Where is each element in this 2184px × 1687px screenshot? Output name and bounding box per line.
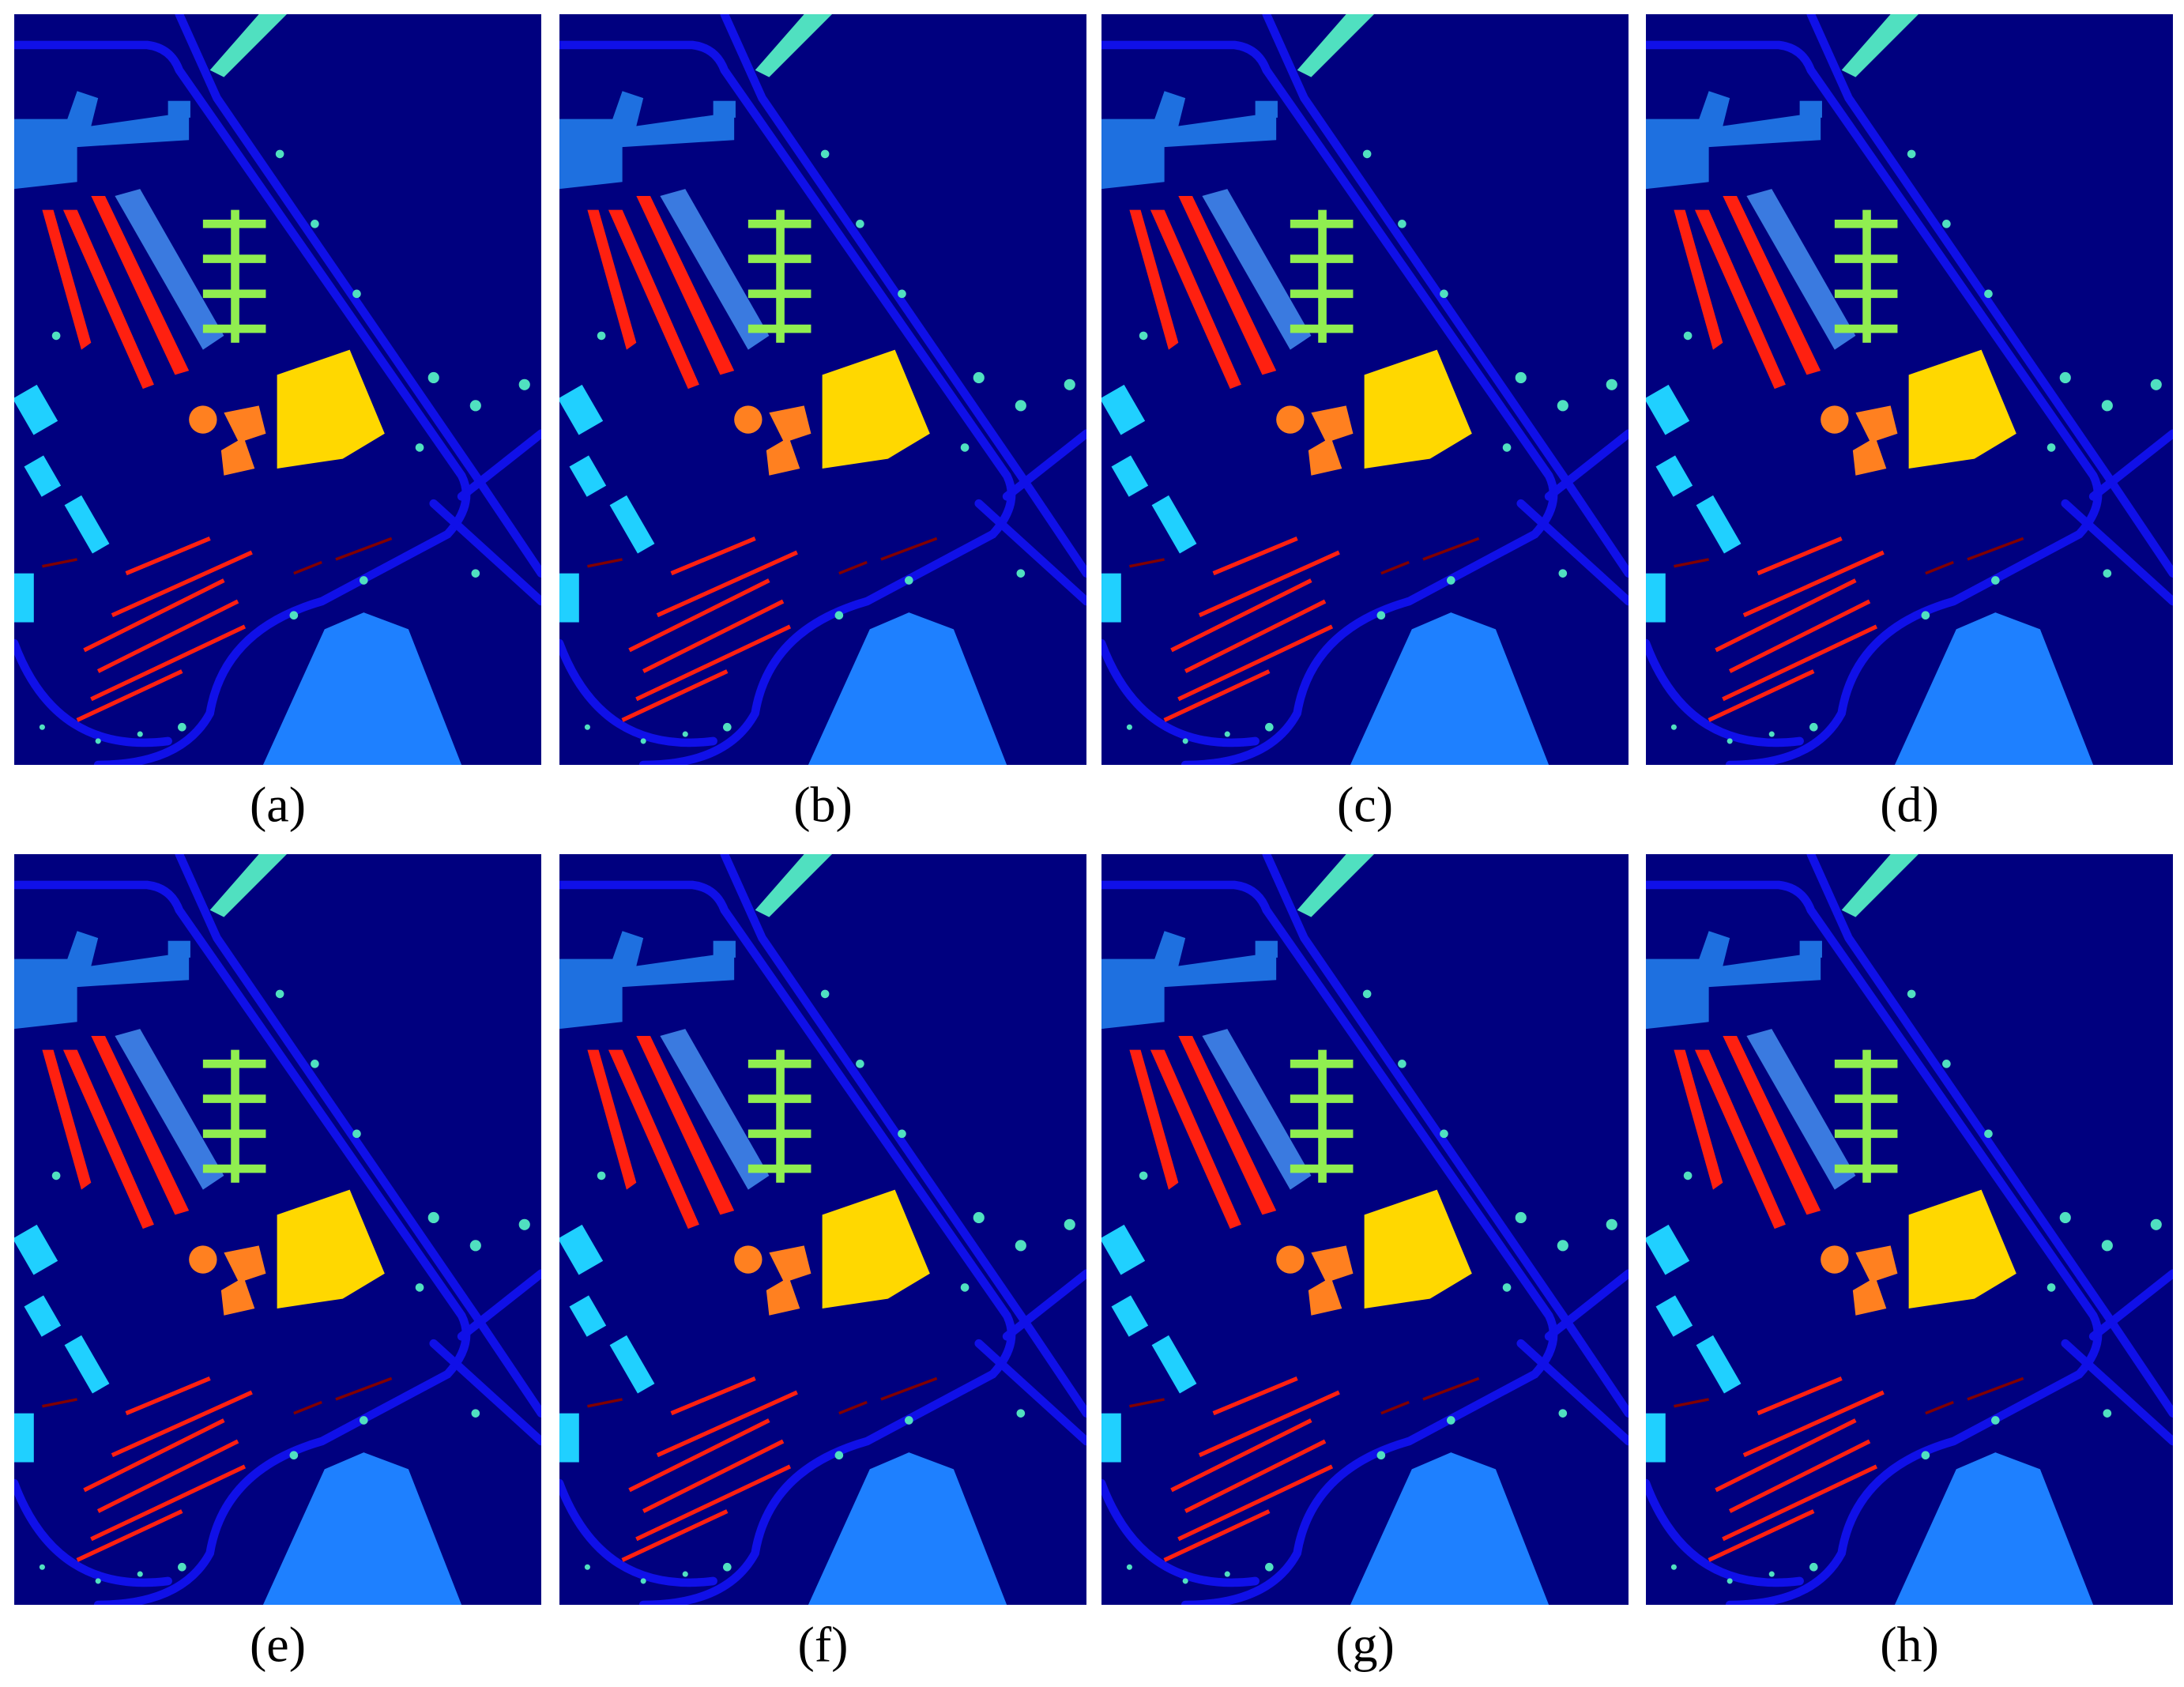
panel-label: (g)	[1335, 1617, 1395, 1673]
classification-map	[1644, 854, 2173, 1605]
classification-map	[13, 14, 541, 765]
panel-label: (e)	[250, 1617, 306, 1673]
classification-map	[1100, 854, 1629, 1605]
panel-label: (a)	[250, 777, 306, 833]
classification-map	[558, 14, 1086, 765]
panel-label: (d)	[1880, 777, 1939, 833]
classification-map	[1644, 14, 2173, 765]
panel-label: (f)	[798, 1617, 849, 1673]
panel-label: (b)	[793, 777, 853, 833]
panel-label: (h)	[1880, 1617, 1939, 1673]
classification-map	[1100, 14, 1629, 765]
classification-map	[13, 854, 541, 1605]
classification-map	[558, 854, 1086, 1605]
panel-label: (c)	[1337, 777, 1393, 833]
